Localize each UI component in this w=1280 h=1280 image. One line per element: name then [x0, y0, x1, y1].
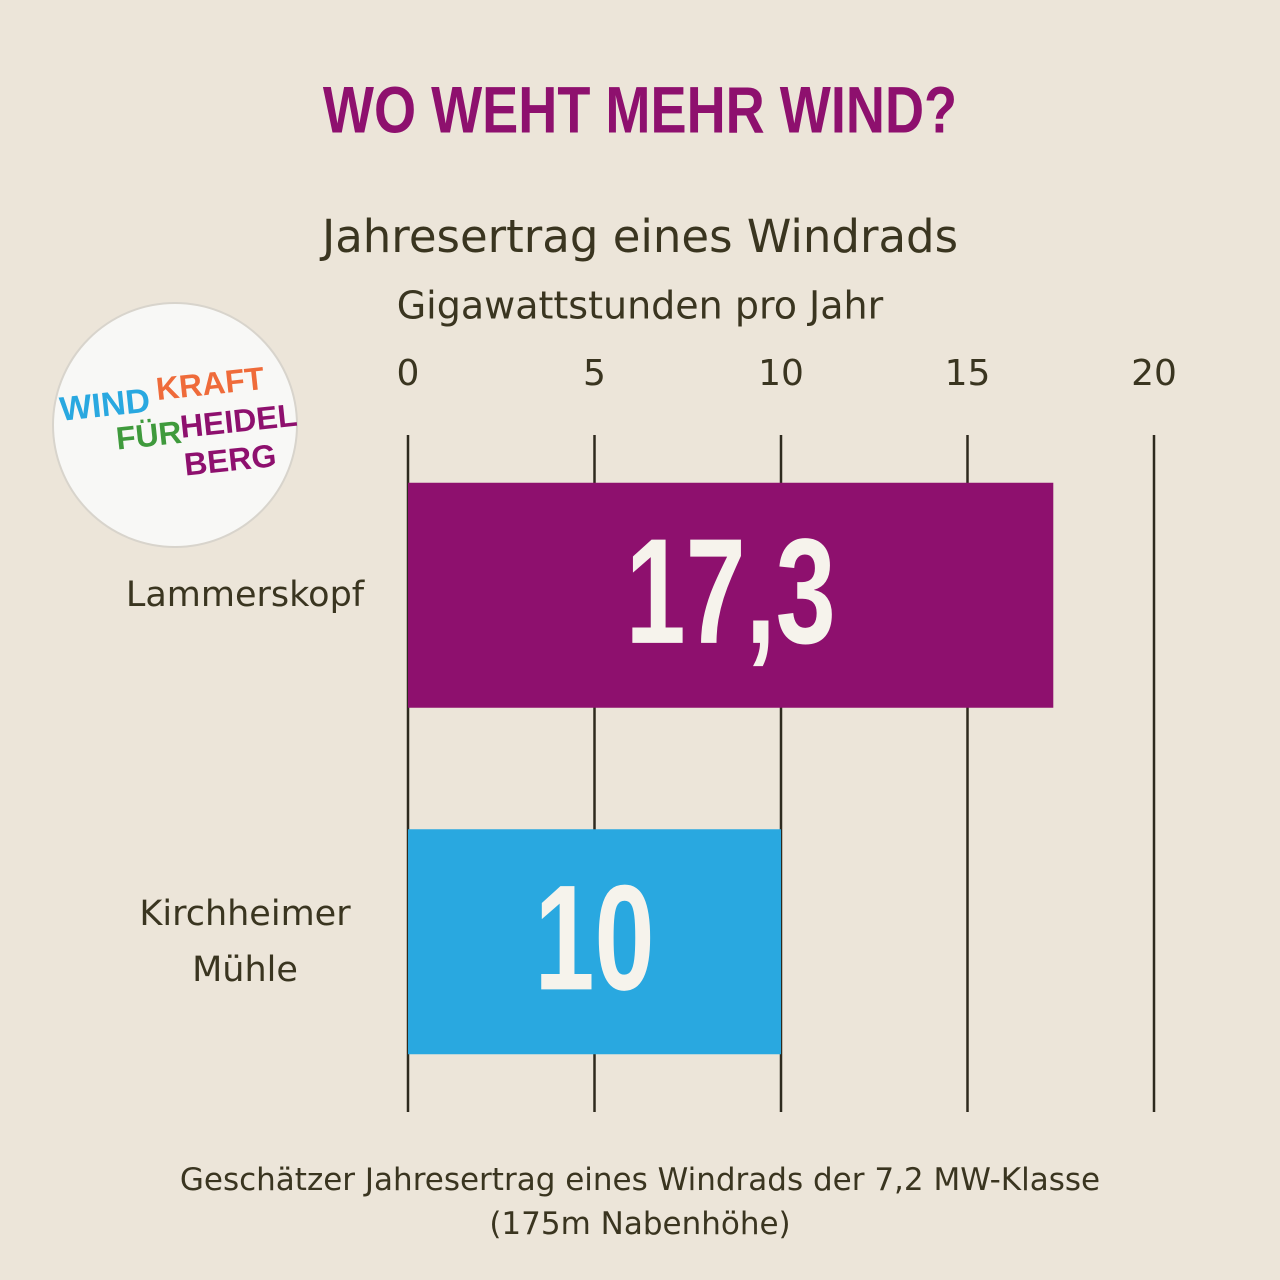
bar: [408, 482, 1054, 708]
logo-text: WIND: [58, 382, 152, 429]
category-label: Kirchheimer Mühle: [139, 893, 351, 990]
logo-text: FÜR: [114, 414, 183, 457]
logo: WIND KRAFT FÜR HEIDEL BERG: [52, 302, 299, 548]
x-tick-label: 20: [1131, 353, 1177, 394]
value-label-group: 17,3: [626, 507, 836, 675]
value-label: 17,3: [626, 507, 836, 675]
value-label: 10: [534, 854, 654, 1022]
footnote: Geschätzer Jahresertrag eines Windrads d…: [179, 1162, 1101, 1242]
category-label: Lammerskopf: [125, 575, 365, 616]
value-label-group: 10: [534, 854, 654, 1022]
chart-title: WO WEHT MEHR WIND?: [323, 72, 957, 146]
logo-badge: [52, 302, 298, 548]
chart-subtitle: Jahresertrag eines Windrads: [319, 210, 958, 263]
bar: [408, 829, 781, 1055]
x-tick-label: 5: [583, 353, 606, 394]
axis-label: Gigawattstunden pro Jahr: [397, 284, 884, 328]
x-tick-label: 0: [397, 353, 420, 394]
x-tick-label: 10: [758, 353, 804, 394]
x-tick-label: 15: [945, 353, 991, 394]
